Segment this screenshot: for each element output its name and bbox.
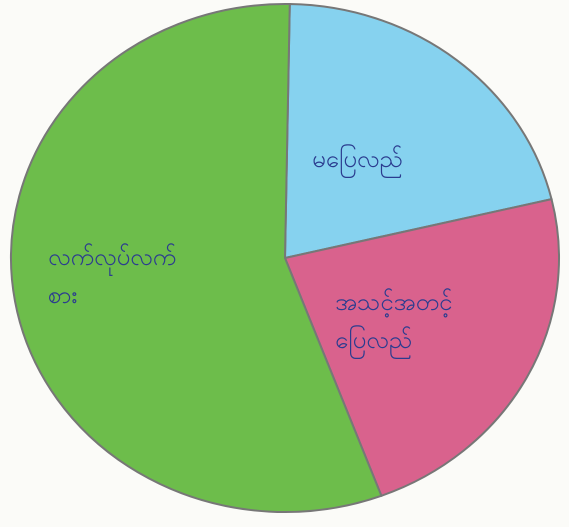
slice-label: အသင့်အတင့် ပြေလည် (335, 288, 453, 355)
pie-slice (10, 3, 383, 513)
slice-label: မပြေလည် (312, 145, 403, 173)
pie-slice (283, 197, 560, 498)
pie-slice (283, 3, 553, 260)
slice-label: လက်လုပ်လက် စား (48, 243, 177, 310)
